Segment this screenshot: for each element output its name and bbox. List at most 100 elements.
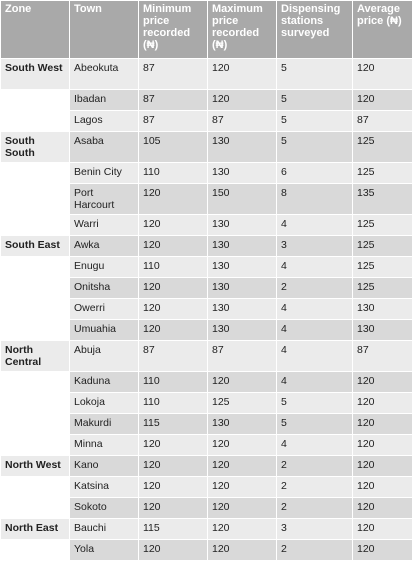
cell-avg-price: 130 <box>352 298 413 320</box>
cell-min-price: 110 <box>138 392 208 414</box>
cell-avg-price: 87 <box>352 110 413 132</box>
cell-max-price: 130 <box>207 298 277 320</box>
cell-stations: 2 <box>276 497 353 519</box>
cell-stations: 4 <box>276 434 353 456</box>
cell-zone <box>0 110 70 132</box>
cell-avg-price: 120 <box>352 434 413 456</box>
cell-town: Enugu <box>69 256 139 278</box>
table-row: South East Awka 120 130 3 125 <box>0 235 413 257</box>
cell-min-price: 120 <box>138 476 208 498</box>
cell-stations: 6 <box>276 162 353 184</box>
cell-min-price: 120 <box>138 214 208 236</box>
cell-max-price: 120 <box>207 434 277 456</box>
cell-town: Ibadan <box>69 89 139 111</box>
cell-zone: South East <box>0 235 70 257</box>
table-row: Lokoja 110 125 5 120 <box>0 392 413 414</box>
cell-zone <box>0 476 70 498</box>
cell-min-price: 87 <box>138 89 208 111</box>
cell-town: Yola <box>69 539 139 561</box>
cell-zone <box>0 162 70 184</box>
cell-max-price: 130 <box>207 319 277 341</box>
cell-max-price: 130 <box>207 413 277 435</box>
cell-zone <box>0 392 70 414</box>
cell-zone <box>0 277 70 299</box>
cell-town: Awka <box>69 235 139 257</box>
cell-avg-price: 87 <box>352 340 413 372</box>
cell-min-price: 105 <box>138 131 208 163</box>
cell-stations: 5 <box>276 131 353 163</box>
cell-stations: 5 <box>276 413 353 435</box>
cell-zone <box>0 371 70 393</box>
cell-avg-price: 120 <box>352 455 413 477</box>
cell-avg-price: 125 <box>352 162 413 184</box>
table-row: Yola 120 120 2 120 <box>0 539 413 561</box>
cell-town: Abuja <box>69 340 139 372</box>
cell-town: Benin City <box>69 162 139 184</box>
cell-stations: 4 <box>276 298 353 320</box>
cell-stations: 8 <box>276 183 353 215</box>
cell-zone <box>0 298 70 320</box>
table-row: North East Bauchi 115 120 3 120 <box>0 518 413 540</box>
cell-stations: 5 <box>276 392 353 414</box>
cell-min-price: 110 <box>138 371 208 393</box>
cell-min-price: 120 <box>138 434 208 456</box>
header-stations: Dispensing stations surveyed <box>276 0 353 59</box>
cell-town: Katsina <box>69 476 139 498</box>
cell-avg-price: 125 <box>352 235 413 257</box>
table-row: Makurdi 115 130 5 120 <box>0 413 413 435</box>
cell-max-price: 120 <box>207 539 277 561</box>
cell-zone: South West <box>0 58 70 90</box>
cell-min-price: 120 <box>138 319 208 341</box>
cell-town: Port Harcourt <box>69 183 139 215</box>
cell-town: Lokoja <box>69 392 139 414</box>
cell-min-price: 115 <box>138 413 208 435</box>
cell-max-price: 87 <box>207 340 277 372</box>
table-row: Warri 120 130 4 125 <box>0 214 413 236</box>
cell-min-price: 87 <box>138 58 208 90</box>
cell-min-price: 120 <box>138 455 208 477</box>
header-max-price: Maximum price recorded (₦) <box>207 0 277 59</box>
cell-avg-price: 120 <box>352 518 413 540</box>
cell-zone <box>0 539 70 561</box>
cell-stations: 4 <box>276 340 353 372</box>
cell-min-price: 120 <box>138 497 208 519</box>
cell-zone: North West <box>0 455 70 477</box>
table-header: Zone Town Minimum price recorded (₦) Max… <box>0 0 413 59</box>
cell-max-price: 150 <box>207 183 277 215</box>
cell-stations: 4 <box>276 319 353 341</box>
cell-stations: 3 <box>276 518 353 540</box>
cell-min-price: 110 <box>138 256 208 278</box>
table-row: Katsina 120 120 2 120 <box>0 476 413 498</box>
table-row: South South Asaba 105 130 5 125 <box>0 131 413 163</box>
cell-town: Bauchi <box>69 518 139 540</box>
cell-zone <box>0 319 70 341</box>
table-row: Minna 120 120 4 120 <box>0 434 413 456</box>
cell-max-price: 87 <box>207 110 277 132</box>
cell-town: Owerri <box>69 298 139 320</box>
cell-avg-price: 125 <box>352 214 413 236</box>
cell-zone <box>0 497 70 519</box>
cell-town: Minna <box>69 434 139 456</box>
cell-max-price: 125 <box>207 392 277 414</box>
cell-stations: 3 <box>276 235 353 257</box>
table-row: North Central Abuja 87 87 4 87 <box>0 340 413 372</box>
table-row: North West Kano 120 120 2 120 <box>0 455 413 477</box>
cell-town: Umuahia <box>69 319 139 341</box>
cell-town: Sokoto <box>69 497 139 519</box>
table-row: Ibadan 87 120 5 120 <box>0 89 413 111</box>
cell-stations: 4 <box>276 256 353 278</box>
cell-max-price: 130 <box>207 235 277 257</box>
cell-avg-price: 120 <box>352 392 413 414</box>
table-row: Benin City 110 130 6 125 <box>0 162 413 184</box>
cell-stations: 2 <box>276 277 353 299</box>
cell-town: Lagos <box>69 110 139 132</box>
cell-zone: North Central <box>0 340 70 372</box>
cell-stations: 5 <box>276 89 353 111</box>
cell-avg-price: 120 <box>352 89 413 111</box>
table-row: Owerri 120 130 4 130 <box>0 298 413 320</box>
cell-min-price: 120 <box>138 235 208 257</box>
cell-avg-price: 125 <box>352 277 413 299</box>
cell-min-price: 120 <box>138 277 208 299</box>
cell-town: Abeokuta <box>69 58 139 90</box>
